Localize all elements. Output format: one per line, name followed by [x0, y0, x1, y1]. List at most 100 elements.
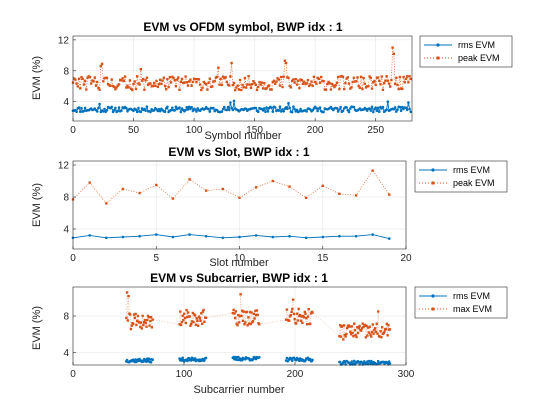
panel3-max-point	[295, 322, 298, 325]
panel2-legend-rms-marker	[431, 168, 435, 172]
panel3-max-point	[307, 308, 310, 311]
panel1-rms-point	[335, 107, 339, 110]
panel1-rms-point	[149, 110, 152, 114]
panel1-peak-point	[276, 77, 279, 80]
panel3-max-point	[203, 320, 206, 324]
panel1-peak-point	[132, 82, 135, 86]
panel3-rms-point	[376, 359, 380, 363]
panel1-peak-point	[90, 82, 93, 85]
panel3-rms-point	[204, 356, 208, 360]
panel1-rms-point	[173, 109, 176, 112]
panel3-max-point	[125, 316, 128, 320]
panel2-peak-point	[138, 191, 141, 195]
panel1-peak-point	[85, 88, 88, 91]
panel1-peak-point	[379, 83, 382, 86]
panel1-peak-point	[126, 84, 129, 87]
panel3-rms-point	[298, 359, 301, 363]
panel3-max-point	[289, 314, 292, 317]
panel3-max-point	[136, 319, 139, 322]
panel1-peak-point	[198, 83, 202, 86]
panel3-xlabel: Subcarrier number	[193, 384, 284, 396]
panel1-y-ticks: 4 8 12	[58, 35, 76, 108]
panel1-peak-point	[408, 75, 411, 78]
panel1-peak-point	[191, 80, 195, 84]
panel1-peak-point	[179, 80, 182, 83]
panel1-rms-point	[318, 106, 322, 109]
panel3-max-point	[149, 315, 153, 319]
panel3-max-point	[291, 298, 295, 301]
panel2-rms-point	[138, 234, 141, 238]
panel1-peak-point	[275, 80, 278, 83]
panel1-peak-point	[257, 85, 260, 89]
panel3-max-point	[237, 313, 240, 317]
panel1-rms-point	[98, 102, 101, 106]
panel3-ytick-label: 4	[63, 348, 69, 359]
panel1-peak-point	[206, 88, 209, 91]
panel3-max-point	[148, 324, 151, 327]
panel1-peak-point	[293, 81, 296, 84]
panel2-rms-point	[105, 236, 108, 240]
panel1-ytick-label: 4	[63, 97, 69, 108]
panel1-rms-point	[112, 108, 116, 112]
panel1-legend-rms-label: rms EVM	[458, 40, 495, 50]
panel1-peak-point	[240, 88, 243, 92]
panel2-ytick-label: 8	[63, 193, 69, 204]
panel3-max-point	[180, 320, 184, 324]
panel1-rms-point	[281, 108, 284, 111]
panel2-rms-point	[371, 233, 375, 236]
panel2-y-ticks: 4 8 12	[58, 161, 76, 236]
panel3-max-point	[191, 311, 194, 315]
panel1-peak-point	[313, 80, 317, 84]
panel1-peak-point	[200, 88, 203, 92]
panel1-peak-point	[362, 76, 365, 80]
panel3-max-point	[338, 335, 341, 338]
panel3-max-point	[179, 323, 183, 327]
panel1-peak-point	[252, 80, 255, 83]
panel1-ylabel: EVM (%)	[31, 56, 43, 100]
panel1-rms-point	[398, 105, 402, 109]
panel3-max-point	[190, 320, 194, 323]
panel1-rms-point	[277, 109, 281, 112]
panel1-peak-point	[397, 87, 400, 91]
panel1-rms-point	[365, 109, 369, 112]
panel1-peak-point	[117, 83, 121, 86]
panel1-peak-point	[301, 82, 305, 85]
panel1-rms-point	[265, 106, 269, 109]
panel3-max-point	[309, 312, 313, 315]
panel1-rms-point	[163, 110, 167, 113]
panel3-max-point	[233, 312, 236, 315]
panel1-peak-point	[178, 88, 181, 91]
panel1-peak-point	[338, 87, 341, 91]
panel3-legend-rms-label: rms EVM	[453, 291, 490, 301]
panel3-max-point	[377, 310, 380, 313]
panel3-max-point	[343, 333, 346, 337]
panel3-max-point	[236, 324, 239, 327]
panel1-legend-peak-marker	[436, 56, 440, 60]
panel3-grid	[72, 287, 407, 365]
panel3-max-point	[293, 318, 296, 321]
panel1-rms-point	[336, 110, 340, 113]
panel-evm-vs-symbol: EVM vs OFDM symbol, BWP idx : 1 0 50 100 15…	[31, 20, 513, 142]
panel1-rms-point	[75, 110, 78, 113]
panel3-max-point	[356, 326, 359, 329]
panel3-max-point	[231, 311, 234, 315]
panel1-rms-point	[174, 105, 178, 109]
panel3-max-point	[348, 325, 351, 328]
panel1-peak-point	[359, 75, 363, 78]
panel3-max-point	[253, 317, 256, 320]
panel2-rms-point	[354, 234, 358, 238]
panel1-peak-point	[249, 86, 253, 89]
panel1-peak-point	[251, 83, 254, 86]
panel1-rms-point	[184, 108, 187, 112]
panel1-peak-point	[376, 76, 380, 79]
panel1-title: EVM vs OFDM symbol, BWP idx : 1	[143, 20, 342, 34]
panel3-max-point	[240, 314, 243, 318]
panel1-rms-point	[103, 107, 106, 111]
panel1-peak-point	[128, 79, 132, 82]
panel3-max-point	[143, 318, 147, 322]
panel3-title: EVM vs Subcarrier, BWP idx : 1	[150, 271, 328, 285]
panel3-max-point	[352, 335, 355, 338]
panel1-rms-point	[117, 106, 121, 109]
panel1-peak-point	[188, 80, 191, 83]
panel1-peak-point	[402, 75, 405, 79]
